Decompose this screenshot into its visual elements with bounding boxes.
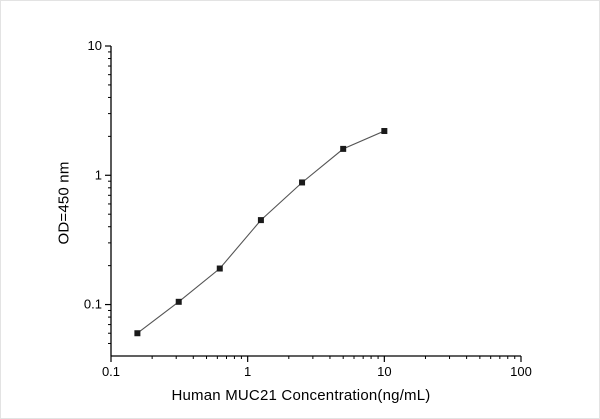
y-axis-label: OD=450 nm	[55, 161, 73, 245]
y-tick-label: 10	[88, 38, 102, 53]
data-point-marker	[299, 179, 306, 186]
series-line	[137, 130, 385, 334]
x-tick-label: 10	[377, 364, 391, 379]
x-tick-label: 1	[244, 364, 251, 379]
y-tick-label: 0.1	[84, 297, 102, 312]
data-point-marker	[340, 145, 347, 152]
y-tick-label: 1	[95, 167, 102, 182]
x-tick-label: 100	[510, 364, 532, 379]
data-point-marker	[175, 298, 182, 305]
data-point-marker	[381, 128, 388, 135]
data-point-marker	[216, 265, 223, 272]
x-axis-label: Human MUC21 Concentration(ng/mL)	[171, 387, 431, 404]
data-point-marker	[257, 217, 264, 224]
x-tick-label: 0.1	[102, 364, 120, 379]
data-point-marker	[134, 330, 141, 337]
